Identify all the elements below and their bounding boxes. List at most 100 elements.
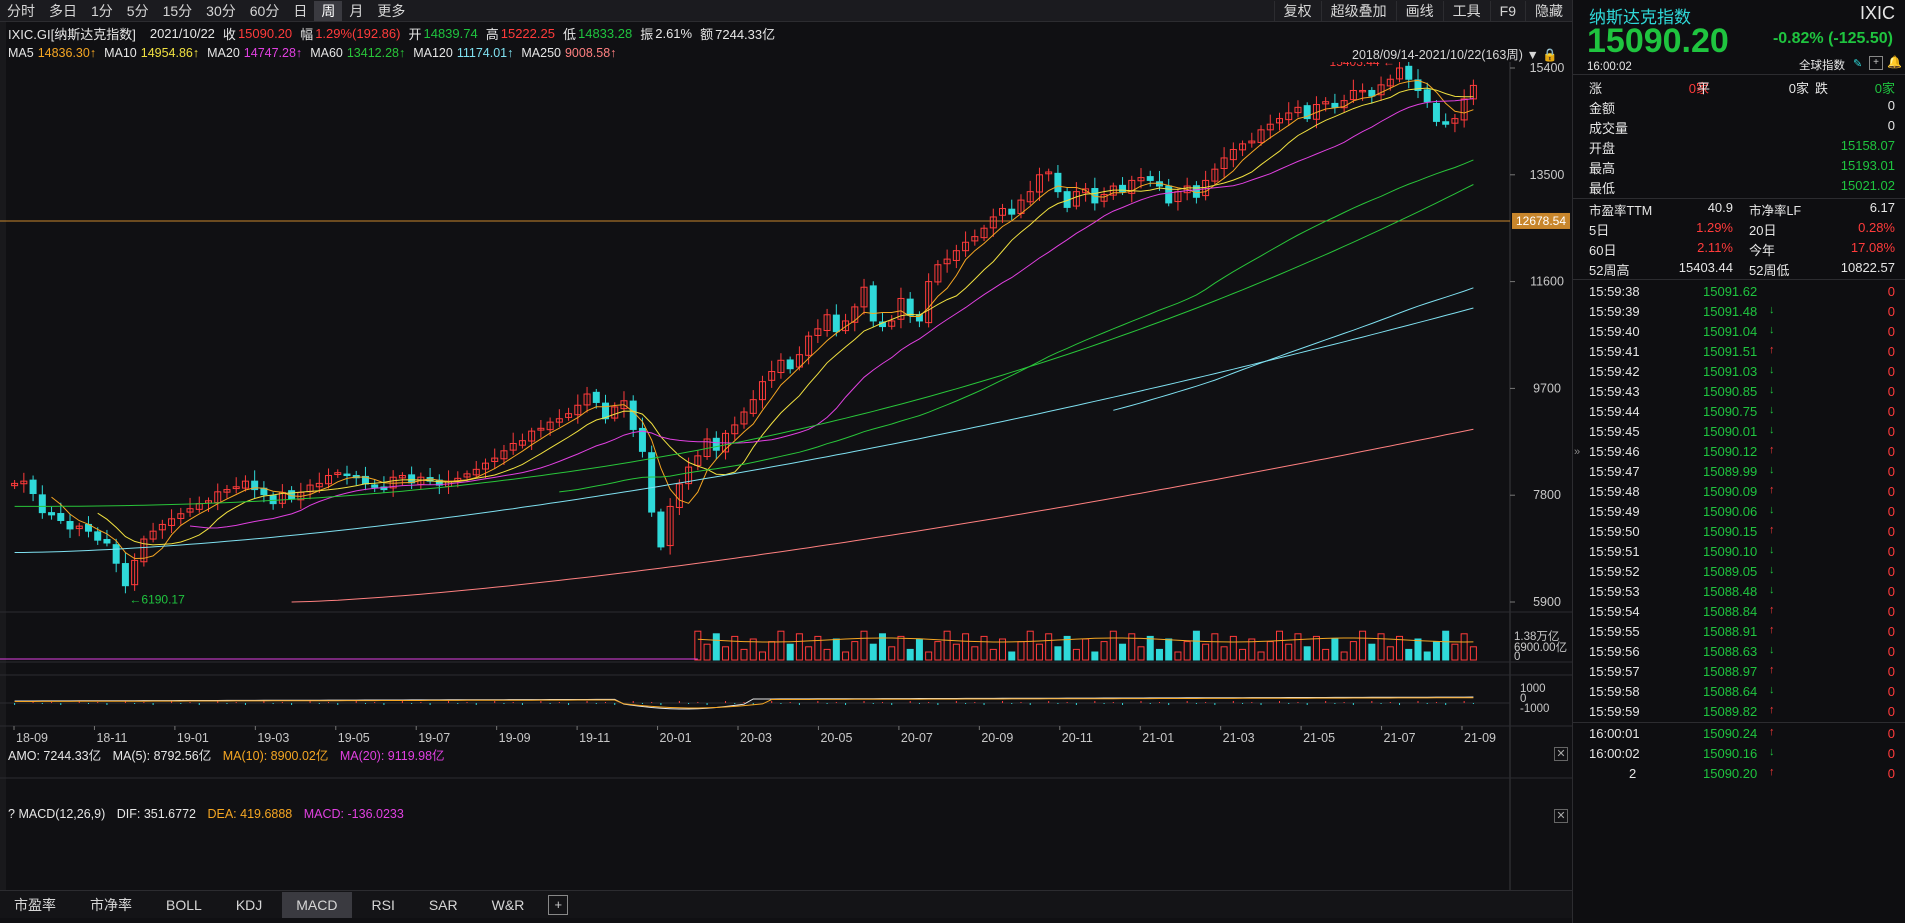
valuation-row: 市盈率TTM 40.9 市净率LF 6.17 xyxy=(1573,198,1905,218)
candle-body xyxy=(1146,176,1154,181)
down-count: 0家 xyxy=(1874,81,1895,96)
period-button[interactable]: 月 xyxy=(349,2,364,19)
panel-divider[interactable] xyxy=(1572,0,1573,923)
add-watch-icon[interactable]: + xyxy=(1869,56,1883,70)
period-button[interactable]: 日 xyxy=(293,2,308,19)
vol-ma20: MA(20): 9119.98亿 xyxy=(339,749,445,763)
index-name: 纳斯达克指数 xyxy=(1589,8,1691,27)
dropdown-icon[interactable]: ▼ xyxy=(1526,48,1539,62)
indicator-tab[interactable]: 市盈率 xyxy=(14,896,56,913)
tick-price: 15088.48 xyxy=(1703,584,1758,599)
add-tab-icon[interactable]: + xyxy=(548,894,569,915)
candle-body xyxy=(999,208,1007,216)
candle-body xyxy=(1312,104,1320,120)
indicator-tab[interactable]: W&R xyxy=(491,896,525,913)
tool-button[interactable]: 隐藏 xyxy=(1525,0,1572,21)
left-side-strip[interactable] xyxy=(0,22,6,890)
date-range[interactable]: 2018/09/14-2021/10/22(163周) ▼ 🔒 xyxy=(1352,44,1558,63)
tool-button[interactable]: 工具 xyxy=(1442,0,1490,21)
ma-legend-item: MA250 9008.58↑ xyxy=(521,46,616,60)
indicator-tab[interactable]: MACD xyxy=(282,891,352,918)
candle-body xyxy=(842,320,850,332)
last-price: 15090.20 xyxy=(1587,22,1729,60)
volume-bar xyxy=(1248,638,1256,661)
arrow-down-icon: ↓ xyxy=(1769,564,1775,576)
volume-bar xyxy=(1165,638,1173,661)
y-tick-label: 13500 xyxy=(1530,168,1565,182)
indicator-tab[interactable]: SAR xyxy=(428,896,458,913)
tick-price: 15091.04 xyxy=(1703,324,1758,339)
period-button[interactable]: 更多 xyxy=(377,2,406,19)
period-button[interactable]: 5分 xyxy=(126,2,149,19)
stat-value: 0 xyxy=(1887,118,1895,133)
tick-price: 15089.82 xyxy=(1703,704,1758,719)
high-value: 15222.25 xyxy=(500,25,555,41)
stat-row: 最高 15193.01 xyxy=(1573,156,1905,176)
volume-tick-label: 0 xyxy=(1514,651,1520,663)
candle-body xyxy=(1377,84,1385,96)
volume-bar xyxy=(1396,635,1404,661)
symbol-label: IXIC.GI[纳斯达克指数] xyxy=(8,26,136,42)
dif-value: DIF: 351.6772 xyxy=(116,807,196,821)
volume-bar xyxy=(999,638,1007,661)
amo-label: AMO: 7244.33亿 xyxy=(8,749,102,763)
tick-volume: 0 xyxy=(1887,766,1895,781)
tick-row: 15:59:38 15091.62 0 xyxy=(1573,282,1905,302)
tick-time: 15:59:38 xyxy=(1589,284,1640,299)
tick-price: 15088.97 xyxy=(1703,664,1758,679)
period-button[interactable]: 周 xyxy=(314,0,343,21)
period-button[interactable]: 30分 xyxy=(206,2,236,19)
tool-button[interactable]: F9 xyxy=(1489,0,1525,21)
tick-volume: 0 xyxy=(1887,304,1895,319)
expand-arrow-icon[interactable]: » xyxy=(1574,446,1581,458)
close-volume-icon[interactable]: ✕ xyxy=(1554,747,1568,761)
tick-row: 15:59:52 15089.05 ↓ 0 xyxy=(1573,562,1905,582)
candle-body xyxy=(518,440,526,446)
alert-bell-icon[interactable]: 🔔 xyxy=(1887,55,1902,69)
volume-bar xyxy=(1469,646,1477,661)
period-button[interactable]: 1分 xyxy=(91,2,113,19)
volume-bar xyxy=(1229,635,1237,661)
lock-icon[interactable]: 🔒 xyxy=(1542,48,1558,62)
help-icon[interactable]: ? xyxy=(8,807,15,821)
indicator-tab[interactable]: KDJ xyxy=(235,896,263,913)
tick-price: 15090.20 xyxy=(1703,766,1758,781)
tool-button[interactable]: 超级叠加 xyxy=(1320,0,1396,21)
tool-button[interactable]: 画线 xyxy=(1395,0,1443,21)
amount-value: 7244.33亿 xyxy=(715,26,776,42)
tick-time: 15:59:47 xyxy=(1589,464,1640,479)
edit-icon[interactable]: ✎ xyxy=(1853,58,1863,70)
tick-volume: 0 xyxy=(1887,424,1895,439)
indicator-tab[interactable]: 市净率 xyxy=(90,896,132,913)
candle-body xyxy=(805,335,813,356)
volume-bar xyxy=(1017,641,1025,661)
pb-value: 6.17 xyxy=(1869,200,1895,215)
indicator-tab[interactable]: RSI xyxy=(371,896,395,913)
tool-button[interactable]: 复权 xyxy=(1273,0,1321,21)
period-button[interactable]: 分时 xyxy=(7,2,35,19)
indicator-tab[interactable]: BOLL xyxy=(166,896,202,913)
tick-row: 15:59:42 15091.03 ↓ 0 xyxy=(1573,362,1905,382)
x-tick-label: 19-03 xyxy=(257,731,289,745)
period-button[interactable]: 60分 xyxy=(249,2,280,19)
tick-row: 15:59:40 15091.04 ↓ 0 xyxy=(1573,322,1905,342)
d60-label: 60日 xyxy=(1589,243,1617,258)
tick-volume: 0 xyxy=(1887,624,1895,639)
tick-time: 15:59:56 xyxy=(1589,644,1640,659)
tick-volume: 0 xyxy=(1887,524,1895,539)
volume-bar xyxy=(1349,641,1357,661)
volume-tick-label: 1.38万亿 xyxy=(1514,630,1559,643)
chart-canvas[interactable]: 15400 13500 11600 9700 7800 5900 12678.54 15403… xyxy=(0,62,1572,890)
volume-bar xyxy=(1451,643,1459,661)
close-macd-icon[interactable]: ✕ xyxy=(1554,809,1568,823)
volume-bar xyxy=(1322,648,1330,661)
period-button[interactable]: 15分 xyxy=(162,2,193,19)
tick-row: 15:59:59 15089.82 ↑ 0 xyxy=(1573,702,1905,722)
tick-volume: 0 xyxy=(1887,564,1895,579)
ma5-line xyxy=(51,79,1474,560)
date-label: 2021/10/22 xyxy=(149,25,215,41)
volume-bar xyxy=(1045,633,1053,661)
tick-time: 15:59:55 xyxy=(1589,624,1640,639)
period-button[interactable]: 多日 xyxy=(49,2,77,19)
